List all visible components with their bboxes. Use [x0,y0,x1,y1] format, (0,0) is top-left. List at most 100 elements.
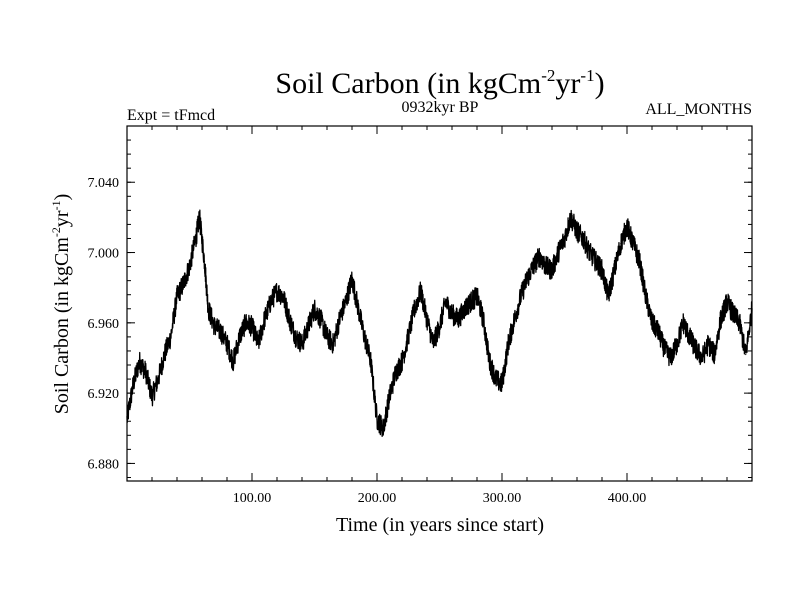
data-point [720,318,722,320]
data-point [745,353,747,356]
data-point [382,427,384,429]
data-point [445,301,447,303]
data-point [226,343,228,345]
data-point [663,348,666,350]
data-point [188,265,191,268]
chart-title-end: ) [595,67,605,100]
data-point [751,308,753,310]
data-point [138,360,141,363]
data-point [126,418,128,421]
data-point [463,308,466,310]
y-axis-label-sup2: -1 [49,200,63,210]
data-point [313,308,316,310]
x-tick-label: 300.00 [483,491,522,506]
x-axis-label: Time (in years since start) [336,514,544,536]
data-point [651,322,653,324]
data-point [638,260,641,262]
data-point [520,295,522,298]
data-point [601,269,603,271]
data-point [251,325,253,327]
data-point [588,251,591,254]
data-point [157,378,159,380]
series-line [126,209,753,437]
y-axis-label-mid: yr [51,210,73,227]
data-point [338,318,341,320]
data-point [420,290,422,292]
tick-labels-group: 100.00 200.00 300.00 400.00 6.880 6.920 6.960 7… [88,176,647,506]
y-tick-label: 6.920 [88,387,120,402]
data-point [438,325,441,327]
data-point [326,336,328,338]
data-point [688,336,691,338]
data-point [307,325,309,327]
data-point [676,343,678,345]
data-point [245,322,247,324]
data-point [582,237,584,240]
data-point [570,216,572,218]
data-point [182,283,184,285]
data-point [613,269,616,271]
data-point [163,353,166,356]
data-point [263,318,266,320]
y-axis-label-main: Soil Carbon (in kgCm [51,237,73,415]
data-point [557,251,559,254]
data-point [482,318,484,320]
data-point [701,357,703,359]
chart-title-main: Soil Carbon (in kgCm [275,67,541,100]
chart-title-mid: yr [555,67,580,100]
x-tick-label: 200.00 [358,491,397,506]
data-point [507,343,509,345]
data-point [488,360,491,363]
data-point [670,357,672,359]
data-point [738,322,741,324]
data-point [295,336,297,338]
data-point [470,301,472,303]
data-point [282,295,284,298]
y-tick-label: 6.880 [88,457,120,472]
data-point [270,301,272,303]
chart-title: Soil Carbon (in kgCm-2yr-1) [275,66,604,100]
data-point [132,383,134,385]
data-point [220,331,222,333]
data-point [451,313,453,315]
data-point [207,308,209,310]
data-point [376,418,378,421]
data-point [320,318,322,320]
data-point [395,371,397,373]
data-point [276,290,278,292]
months-label: ALL_MONTHS [645,101,752,118]
x-tick-label: 100.00 [233,491,272,506]
data-point [332,343,334,345]
data-point [645,295,647,298]
data-point [176,295,178,298]
data-point [626,225,628,227]
data-point [257,343,259,345]
data-point [695,348,697,350]
chart-title-sup2: -1 [580,66,594,85]
data-point [707,343,709,345]
data-point [151,396,153,398]
series-group [126,209,753,437]
x-tick-label: 400.00 [608,491,647,506]
y-axis-label-end: ) [51,194,73,201]
y-tick-label: 6.960 [88,317,120,332]
data-point [363,336,366,338]
y-tick-label: 7.000 [88,247,120,262]
data-point [545,265,547,268]
data-point [457,318,459,320]
data-point [407,336,409,338]
data-point [563,237,566,240]
data-point [357,308,359,310]
data-point [145,371,147,373]
data-point [595,260,597,262]
ticks-group [127,126,752,481]
data-point [413,308,416,310]
data-point [532,265,534,268]
y-axis-label-sup1: -2 [49,227,63,237]
data-point [501,383,503,385]
data-point [203,260,206,262]
data-point [213,325,216,327]
data-point [607,295,609,298]
data-point [288,318,291,320]
